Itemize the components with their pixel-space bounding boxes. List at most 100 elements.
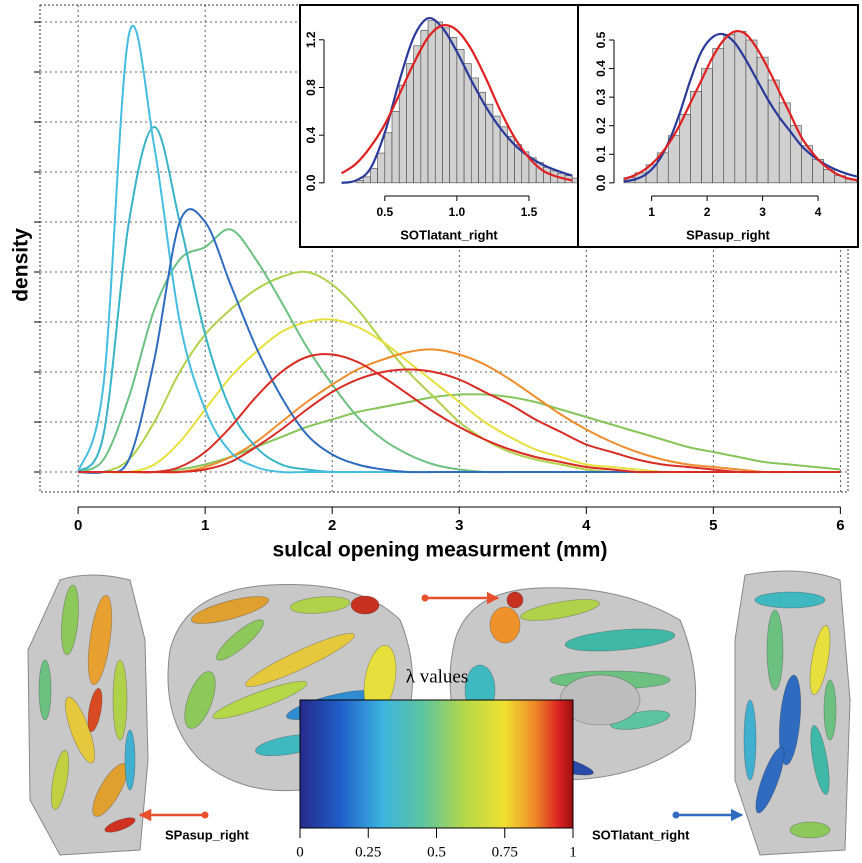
sulcus	[489, 606, 521, 644]
x-axis-title: SPasup_right	[686, 227, 770, 242]
y-tick-label: 0.4	[304, 127, 318, 144]
sulcus	[104, 817, 136, 833]
brain-label: SPasup_right	[165, 827, 249, 842]
curve	[341, 16, 573, 184]
y-tick-label: 0.0	[594, 174, 608, 191]
sulcus	[506, 591, 524, 609]
sulcus	[50, 750, 70, 810]
sulcus	[61, 584, 79, 656]
histogram-bar	[442, 27, 450, 184]
y-tick-label: 1.2	[304, 31, 318, 48]
x-axis-title: sulcal opening measurment (mm)	[273, 539, 608, 562]
y-tick-label: 0.2	[594, 117, 608, 134]
y-tick-label: 0.3	[594, 88, 608, 105]
colorbar-title: λ values	[406, 666, 469, 687]
arrow-dot	[201, 811, 209, 819]
arrow-dot	[672, 811, 680, 819]
sulcus	[810, 725, 830, 795]
x-axis-title: SOTlatant_right	[400, 227, 498, 242]
curve	[78, 368, 841, 474]
sulcus	[245, 632, 355, 688]
histogram-bar	[690, 91, 702, 184]
sulcus	[87, 687, 103, 733]
histogram-bar	[767, 79, 780, 184]
sulcus	[216, 619, 264, 661]
curve	[78, 353, 841, 474]
x-tick-label: 1.0	[449, 205, 466, 219]
x-tick-label: 0	[296, 844, 304, 860]
histogram-bar	[406, 63, 414, 184]
x-tick-label: 1	[201, 517, 209, 534]
y-axis-title: density	[10, 228, 33, 302]
histogram-bar	[413, 45, 422, 184]
histogram-bar	[756, 56, 769, 184]
x-tick-label: 3	[759, 205, 766, 219]
y-tick-label: 0.5	[594, 31, 608, 48]
x-tick-label: 0	[74, 517, 82, 534]
x-tick-label: 2	[328, 517, 336, 534]
sulcus	[520, 599, 600, 621]
x-tick-label: 0.5	[427, 844, 446, 860]
sulcus	[112, 659, 128, 741]
arrow-dot	[421, 594, 429, 602]
x-tick-label: 3	[455, 517, 463, 534]
x-tick-label: 1	[648, 205, 655, 219]
curve	[623, 29, 858, 182]
sulcus	[190, 596, 270, 624]
x-tick-label: 2	[704, 205, 711, 219]
sulcus	[778, 674, 802, 766]
x-tick-label: 0.75	[492, 844, 518, 860]
curves	[77, 24, 841, 474]
sulcus	[38, 659, 52, 721]
x-tick-label: 4	[815, 205, 822, 219]
sulcus	[754, 591, 826, 609]
curve	[78, 348, 841, 474]
sulcus	[766, 609, 784, 691]
histogram-bar	[712, 48, 725, 184]
histogram-bar	[391, 111, 400, 184]
colorbar	[299, 699, 574, 829]
sulcus	[184, 671, 216, 729]
sulcus	[610, 710, 670, 730]
histogram-bar	[734, 31, 747, 184]
histogram-bar	[778, 102, 791, 184]
y-tick-label: 0.1	[594, 146, 608, 163]
x-tick-label: 1	[569, 844, 577, 860]
sulcus	[124, 729, 136, 791]
histogram-bar	[434, 21, 443, 184]
x-tick-label: 5	[709, 517, 717, 534]
histogram-bar	[377, 152, 386, 184]
sulcus	[212, 680, 308, 720]
x-tick-label: 4	[582, 517, 591, 534]
histogram-bar	[723, 33, 736, 184]
y-tick-label: 0.0	[304, 174, 318, 191]
histogram-bar	[449, 37, 458, 184]
sulcus	[289, 596, 351, 614]
y-tick-label: 0.8	[304, 79, 318, 96]
histogram-bar	[701, 68, 713, 184]
sulcus	[809, 625, 831, 695]
histogram-bar	[463, 63, 472, 184]
histogram-bar	[427, 20, 436, 184]
curve	[340, 24, 573, 182]
histogram-bar	[420, 29, 429, 184]
x-tick-label: 0.25	[355, 844, 381, 860]
histogram-bar	[456, 49, 465, 184]
y-tick-label: 0.4	[594, 60, 608, 77]
sulcus	[743, 699, 757, 781]
sulcus	[564, 628, 676, 652]
sulcus	[87, 595, 113, 685]
sulcus	[350, 595, 380, 615]
x-tick-label: 1.5	[521, 205, 538, 219]
brain-label: SOTlatant_right	[592, 827, 690, 842]
histogram-bar	[370, 168, 378, 184]
x-tick-label: 6	[836, 517, 844, 534]
sulcus	[755, 746, 785, 814]
sulcus	[789, 821, 831, 839]
histogram-bar	[398, 84, 407, 184]
histogram-bar	[384, 132, 393, 184]
sulcus	[823, 679, 837, 741]
x-tick-label: 0.5	[376, 205, 393, 219]
